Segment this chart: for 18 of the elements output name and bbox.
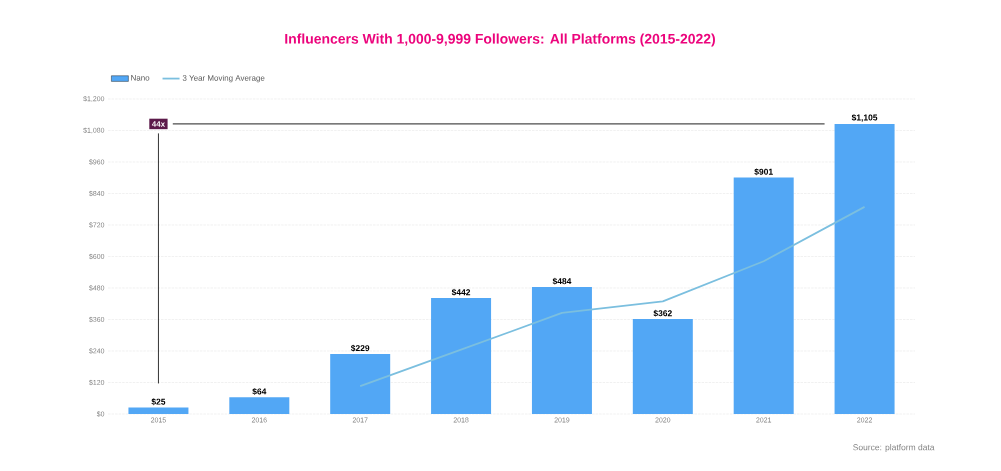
data-label: $64 xyxy=(252,388,267,395)
bar xyxy=(229,397,290,414)
data-label: $229 xyxy=(350,344,370,352)
data-label: $362 xyxy=(653,309,672,317)
source-note: Source: platform data xyxy=(853,444,935,452)
chart-title: Influencers With 1,000-9,999 Followers: All Platforms (2015-2022) xyxy=(285,33,715,47)
data-label: $442 xyxy=(451,288,471,296)
bar xyxy=(632,318,693,414)
data-label: $25 xyxy=(151,398,166,406)
bar xyxy=(431,297,492,414)
data-label: $1,105 xyxy=(851,114,878,122)
data-label: $484 xyxy=(552,277,572,285)
bar xyxy=(531,286,592,414)
data-label: $901 xyxy=(754,168,773,176)
bar xyxy=(128,407,189,414)
bar xyxy=(733,177,794,414)
bar xyxy=(330,353,391,414)
bar xyxy=(834,123,895,414)
